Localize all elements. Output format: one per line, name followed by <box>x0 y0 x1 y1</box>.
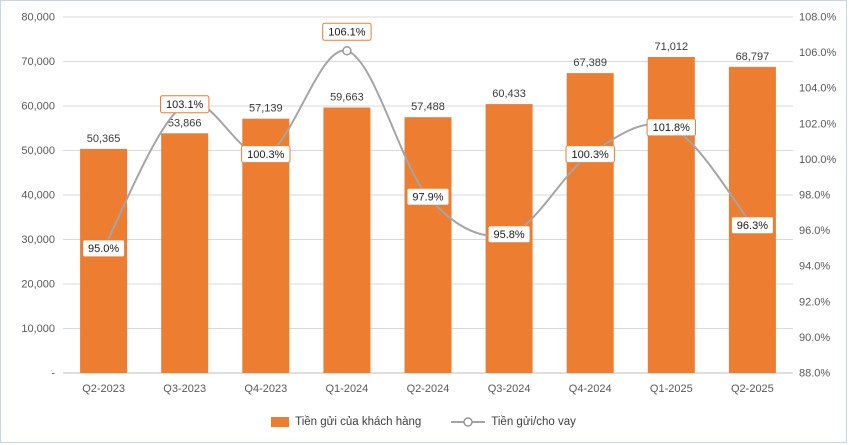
right-axis-tick-label: 96.0% <box>799 225 830 237</box>
line-value-label: 101.8% <box>653 122 691 134</box>
bar-value-label: 68,797 <box>736 51 770 63</box>
chart-plot-area: - 10,000 20,000 30,000 40,000 50,000 60,000 70,… <box>21 12 837 396</box>
legend-line-marker <box>463 417 474 427</box>
x-axis-label: Q2-2023 <box>82 383 125 395</box>
left-axis-tick-label: - <box>51 368 55 380</box>
line-value-label: 100.3% <box>572 149 610 161</box>
right-axis-tick-label: 106.0% <box>799 47 837 59</box>
left-axis-tick-label: 80,000 <box>21 12 55 24</box>
bar-value-label: 53,866 <box>168 117 202 129</box>
x-axis-label: Q4-2024 <box>569 383 612 395</box>
legend-label-ratio: Tiền gửi/cho vay <box>491 416 576 428</box>
line-value-label: 106.1% <box>328 27 366 39</box>
left-axis-tick-label: 70,000 <box>21 56 55 68</box>
line-value-label: 96.3% <box>737 220 768 232</box>
bar-value-label: 50,365 <box>87 133 121 145</box>
line-label-box <box>241 145 291 164</box>
bar-value-label: 60,433 <box>492 88 526 100</box>
bar <box>566 73 614 373</box>
right-axis-tick-label: 92.0% <box>799 296 830 308</box>
bar-series-swatch-icon <box>271 417 290 427</box>
legend-item-deposits: Tiền gửi của khách hàng <box>271 416 421 428</box>
bar <box>80 148 128 373</box>
line-label-box <box>322 22 372 41</box>
bar-value-label: 67,389 <box>573 57 607 69</box>
line-label-box <box>160 95 210 114</box>
x-axis-label: Q1-2025 <box>650 383 693 395</box>
line-label-box <box>565 145 615 164</box>
x-axis-label: Q3-2024 <box>488 383 531 395</box>
right-axis-tick-label: 98.0% <box>799 190 830 202</box>
bar <box>647 57 695 373</box>
line-value-label: 100.3% <box>247 149 285 161</box>
left-axis-tick-label: 10,000 <box>21 323 55 335</box>
x-axis-label: Q1-2024 <box>325 383 368 395</box>
line-label-box <box>487 225 531 244</box>
bar <box>404 117 452 373</box>
chart-legend: Tiền gửi của khách hàng Tiền gửi/cho vay <box>1 405 846 439</box>
left-axis-tick-label: 50,000 <box>21 145 55 157</box>
line-series-marker-icon <box>451 416 486 428</box>
right-axis-tick-label: 108.0% <box>799 12 837 24</box>
line-value-label: 103.1% <box>166 99 204 111</box>
right-axis-tick-label: 100.0% <box>799 154 837 166</box>
right-axis-tick-label: 104.0% <box>799 83 837 95</box>
line-label-box <box>646 118 696 137</box>
line-label-box <box>730 216 774 235</box>
right-axis-tick-label: 90.0% <box>799 332 830 344</box>
bar <box>161 133 209 373</box>
left-axis-tick-label: 60,000 <box>21 101 55 113</box>
right-axis-tick-label: 88.0% <box>799 368 830 380</box>
x-axis-label: Q3-2023 <box>163 383 206 395</box>
x-axis-label: Q2-2025 <box>731 383 774 395</box>
bar-value-label: 71,012 <box>654 41 688 53</box>
right-axis-tick-label: 102.0% <box>799 118 837 130</box>
line-value-label: 95.0% <box>88 243 119 255</box>
left-axis-tick-label: 40,000 <box>21 190 55 202</box>
right-axis-tick-label: 94.0% <box>799 261 830 273</box>
line-label-box <box>406 187 450 206</box>
legend-label-deposits: Tiền gửi của khách hàng <box>295 416 422 428</box>
bar <box>323 107 371 373</box>
bar-value-label: 59,663 <box>330 92 364 104</box>
line-label-box <box>82 239 126 258</box>
legend-item-ratio: Tiền gửi/cho vay <box>451 416 576 428</box>
left-axis-tick-label: 20,000 <box>21 279 55 291</box>
x-axis-label: Q2-2024 <box>407 383 450 395</box>
line-marker <box>342 46 352 56</box>
left-axis-tick-label: 30,000 <box>21 234 55 246</box>
bar-value-label: 57,488 <box>411 101 445 113</box>
x-axis-label: Q4-2023 <box>244 383 287 395</box>
line-value-label: 97.9% <box>412 192 443 204</box>
bar-value-label: 57,139 <box>249 103 283 115</box>
line-value-label: 95.8% <box>493 229 524 241</box>
